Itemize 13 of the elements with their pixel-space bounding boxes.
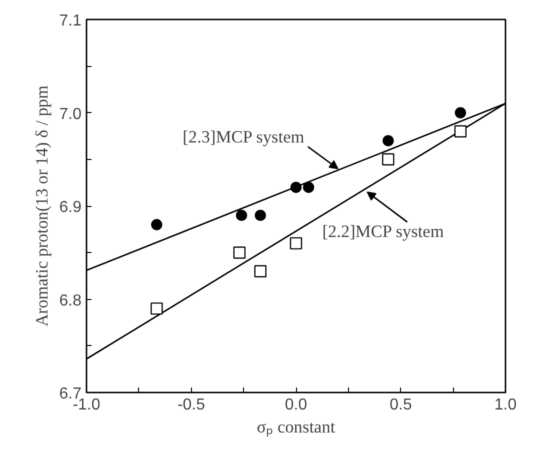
x-tick-label: -0.5 [177, 396, 206, 414]
y-tick-label: 6.8 [59, 292, 82, 310]
y-tick-label: 7.0 [59, 106, 82, 123]
y-tick-label: 7.1 [59, 12, 82, 30]
annotation: [2.2]MCP system [322, 222, 444, 242]
y-axis-title: Aromatic proton(13 or 14) δ / ppm [32, 84, 52, 327]
y-tick-label: 6.9 [59, 199, 82, 216]
x-axis-title: σₚ constant [256, 418, 336, 438]
x-tick-label: 0.0 [284, 396, 308, 414]
x-tick-label: 0.5 [390, 396, 412, 414]
x-tick-label: 1.0 [494, 396, 517, 414]
annotation: [2.3]MCP system [182, 128, 305, 147]
x-tick-label: -1.0 [72, 396, 100, 414]
